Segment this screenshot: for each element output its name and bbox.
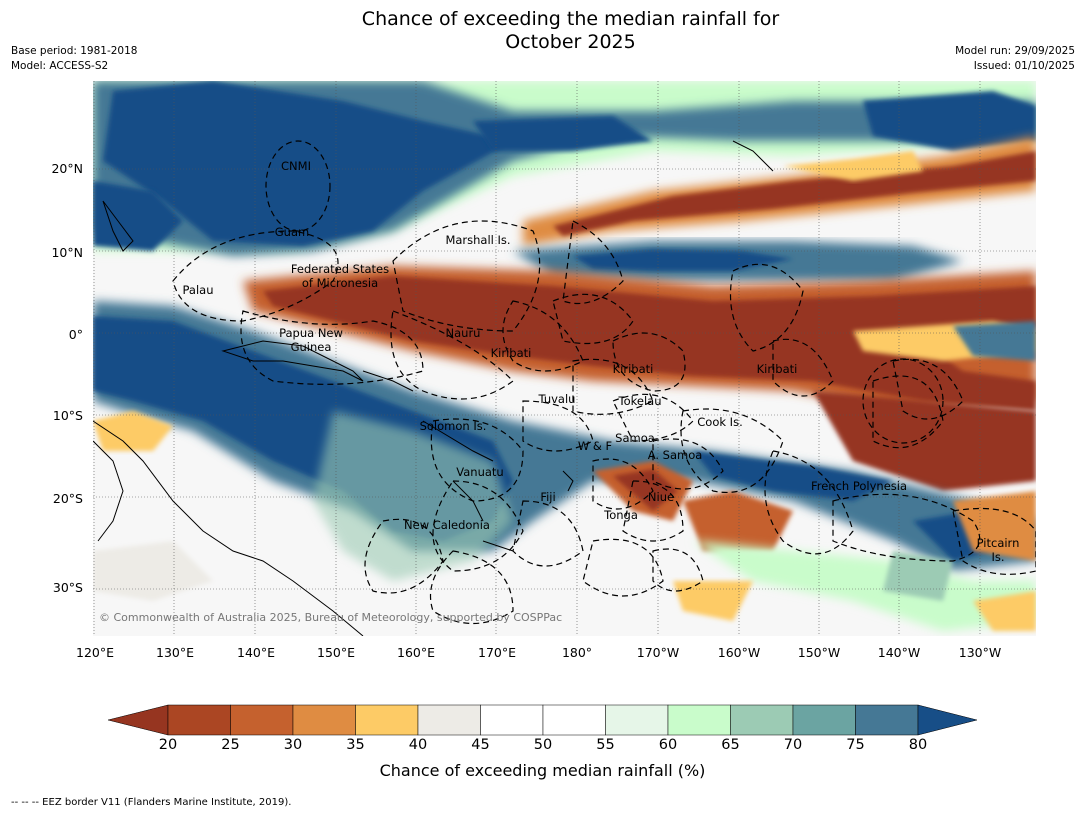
colorbar-tick-30: 30 (283, 737, 303, 753)
lat-label-20n: 20°N (51, 161, 83, 176)
map-title: Chance of exceeding the median rainfall … (0, 8, 1085, 54)
lat-label-0: 0° (68, 327, 83, 342)
colorbar (108, 704, 978, 736)
colorbar-tick-20: 20 (158, 737, 178, 753)
region-label-tokelau: Tokelau (618, 394, 662, 408)
eez-footnote: -- -- -- EEZ border V11 (Flanders Marine… (11, 797, 292, 808)
lon-label-130e: 130°E (155, 645, 195, 660)
region-label-vanuatu: Vanuatu (456, 465, 503, 479)
title-line-2: October 2025 (505, 31, 636, 53)
colorbar-bin-70-75 (792, 704, 856, 736)
lon-label-160e: 160°E (396, 645, 436, 660)
colorbar-under-arrow (108, 704, 169, 736)
region-label-new-caledonia: New Caledonia (404, 518, 490, 532)
lon-label-140w: 140°W (877, 645, 921, 660)
metadata-right: Model run: 29/09/2025 Issued: 01/10/2025 (955, 44, 1075, 74)
region-label-kiribati-west: Kiribati (491, 346, 532, 360)
colorbar-tick-75: 75 (846, 737, 865, 753)
colorbar-tick-50: 50 (533, 737, 553, 753)
map-canvas: CNMI Guam Marshall Is. Federated States … (93, 81, 1036, 636)
metadata-left: Base period: 1981-2018 Model: ACCESS-S2 (11, 44, 137, 74)
base-period: Base period: 1981-2018 (11, 45, 138, 57)
region-label-marshall-islands: Marshall Is. (445, 233, 510, 247)
issued-date: Issued: 01/10/2025 (973, 60, 1075, 72)
region-label-niue: Niue (648, 490, 674, 504)
colorbar-bin-45-50 (480, 704, 544, 736)
colorbar-title: Chance of exceeding median rainfall (%) (379, 761, 706, 780)
region-label-cook-islands: Cook Is. (697, 415, 742, 429)
region-label-solomon-islands: Solomon Is. (420, 419, 487, 433)
region-label-tuvalu: Tuvalu (538, 392, 576, 406)
colorbar-tick-25: 25 (221, 737, 240, 753)
colorbar-bin-55-60 (605, 704, 669, 736)
colorbar-tick-60: 60 (658, 737, 678, 753)
region-label-png-line-1: Papua New (279, 326, 343, 340)
region-label-nauru: Nauru (446, 326, 481, 340)
region-label-png-line-2: Guinea (291, 340, 332, 354)
model-name: Model: ACCESS-S2 (11, 60, 109, 72)
region-label-cnmi: CNMI (281, 159, 311, 173)
colorbar-over-arrow (917, 704, 978, 736)
colorbar-bin-50-55 (542, 704, 606, 736)
colorbar-bin-20-25 (167, 704, 231, 736)
lon-label-150w: 150°W (797, 645, 841, 660)
lat-label-10n: 10°N (51, 245, 83, 260)
title-line-1: Chance of exceeding the median rainfall … (361, 8, 780, 30)
colorbar-tick-45: 45 (471, 737, 490, 753)
colorbar-bin-40-45 (417, 704, 481, 736)
colorbar-bin-25-30 (230, 704, 294, 736)
lon-label-140e: 140°E (236, 645, 276, 660)
colorbar-bin-75-80 (855, 704, 919, 736)
lon-label-180: 180° (561, 645, 593, 660)
colorbar-bin-35-40 (355, 704, 419, 736)
region-label-fsm-line-1: Federated States (291, 262, 389, 276)
region-label-wallis-futuna: W & F (578, 439, 612, 453)
colorbar-bin-30-35 (292, 704, 356, 736)
region-labels: CNMI Guam Marshall Is. Federated States … (183, 159, 1020, 564)
region-label-tonga: Tonga (603, 508, 638, 522)
colorbar-tick-35: 35 (346, 737, 365, 753)
lon-label-170w: 170°W (636, 645, 680, 660)
region-label-american-samoa: A. Samoa (648, 448, 703, 462)
colorbar-tick-40: 40 (408, 737, 428, 753)
region-label-guam: Guam (275, 225, 309, 239)
colorbar-tick-80: 80 (908, 737, 928, 753)
model-run: Model run: 29/09/2025 (955, 45, 1075, 57)
region-label-samoa: Samoa (615, 431, 655, 445)
region-label-palau: Palau (183, 283, 214, 297)
region-label-fiji: Fiji (540, 490, 555, 504)
region-label-kiribati-east: Kiribati (757, 362, 798, 376)
lon-label-120e: 120°E (75, 645, 115, 660)
colorbar-tick-55: 55 (596, 737, 615, 753)
region-label-kiribati-central: Kiribati (613, 362, 654, 376)
lon-label-130w: 130°W (958, 645, 1002, 660)
colorbar-tick-70: 70 (783, 737, 803, 753)
lat-label-10s: 10°S (52, 408, 83, 423)
lon-label-150e: 150°E (316, 645, 356, 660)
copyright-notice: © Commonwealth of Australia 2025, Bureau… (99, 611, 562, 624)
lat-label-30s: 30°S (52, 580, 83, 595)
region-label-fsm-line-2: of Micronesia (302, 276, 378, 290)
colorbar-tick-65: 65 (721, 737, 740, 753)
graticule (93, 81, 1036, 636)
rainfall-map: CNMI Guam Marshall Is. Federated States … (93, 81, 1036, 636)
region-label-pitcairn-line-2: Is. (991, 550, 1004, 564)
region-label-pitcairn-line-1: Pitcairn (977, 536, 1020, 550)
eez-borders (172, 140, 1036, 625)
colorbar-bin-65-70 (730, 704, 794, 736)
region-label-french-polynesia: French Polynesia (811, 479, 907, 493)
lat-label-20s: 20°S (52, 491, 83, 506)
lon-label-160w: 160°W (717, 645, 761, 660)
colorbar-bin-60-65 (667, 704, 731, 736)
lon-label-170e: 170°E (477, 645, 517, 660)
